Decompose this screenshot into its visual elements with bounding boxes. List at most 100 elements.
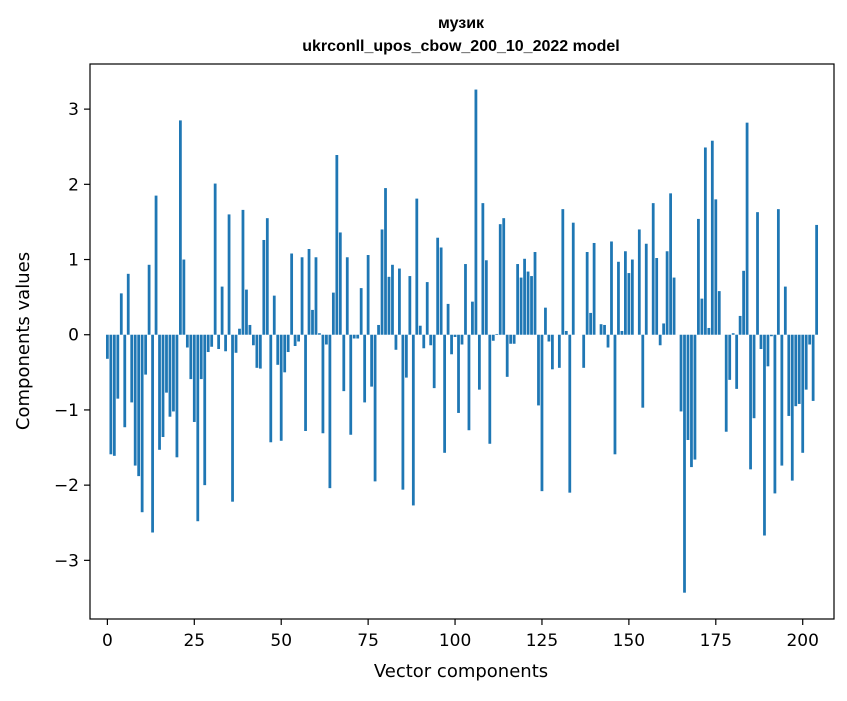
bar-component-110 <box>488 335 491 444</box>
bar-component-180 <box>732 333 735 335</box>
bar-component-55 <box>297 335 300 342</box>
bar-component-134 <box>572 223 575 335</box>
bar-component-10 <box>141 335 144 512</box>
bar-component-163 <box>673 278 676 335</box>
y-axis-label: Components values <box>13 252 34 430</box>
bar-component-104 <box>468 335 471 431</box>
bar-component-65 <box>332 293 335 335</box>
bar-component-79 <box>381 229 384 334</box>
bar-component-5 <box>123 335 126 428</box>
bar-component-82 <box>391 265 394 335</box>
bar-component-154 <box>641 335 644 408</box>
bar-component-68 <box>342 335 345 391</box>
bar-component-37 <box>235 335 238 353</box>
bar-component-172 <box>704 147 707 334</box>
bar-component-137 <box>582 335 585 368</box>
bar-component-71 <box>353 335 356 339</box>
bar-component-187 <box>756 212 759 335</box>
bar-component-43 <box>255 335 258 368</box>
bar-component-28 <box>203 335 206 485</box>
bar-component-201 <box>805 335 808 390</box>
bar-component-115 <box>506 335 509 377</box>
bar-component-95 <box>436 238 439 335</box>
bar-component-166 <box>683 335 686 593</box>
bar-component-7 <box>130 335 133 403</box>
bar-component-42 <box>252 335 255 346</box>
bar-component-3 <box>116 335 119 399</box>
bar-component-204 <box>815 225 818 335</box>
bar-component-91 <box>422 335 425 349</box>
bar-component-2 <box>113 335 116 456</box>
bar-component-32 <box>217 335 220 349</box>
bar-component-50 <box>280 335 283 441</box>
bar-component-89 <box>415 199 418 335</box>
bar-component-106 <box>475 90 478 335</box>
bar-component-35 <box>228 214 231 334</box>
bar-component-128 <box>551 335 554 370</box>
bar-component-0 <box>106 335 109 359</box>
bar-component-184 <box>746 123 749 335</box>
bar-component-168 <box>690 335 693 467</box>
bar-component-24 <box>189 335 192 379</box>
bar-component-150 <box>627 273 630 335</box>
bar-component-99 <box>450 335 453 355</box>
bar-component-118 <box>516 264 519 335</box>
bar-component-36 <box>231 335 234 502</box>
bar-component-94 <box>433 335 436 388</box>
bar-component-169 <box>694 335 697 460</box>
y-tick-label: 2 <box>68 175 79 195</box>
bar-component-200 <box>801 335 804 453</box>
bar-component-124 <box>537 335 540 406</box>
bar-component-101 <box>457 335 460 413</box>
bar-component-146 <box>614 335 617 455</box>
bar-component-198 <box>794 335 797 406</box>
bar-component-33 <box>221 287 224 335</box>
bar-component-8 <box>134 335 137 466</box>
bar-component-161 <box>666 251 669 334</box>
bar-component-31 <box>214 184 217 335</box>
bar-component-102 <box>461 335 464 345</box>
bar-component-126 <box>544 308 547 335</box>
bar-component-182 <box>739 316 742 335</box>
bar-component-131 <box>561 209 564 335</box>
chart-subtitle: ukrconll_upos_cbow_200_10_2022 model <box>302 38 619 55</box>
bar-component-61 <box>318 333 321 335</box>
bar-component-120 <box>523 259 526 335</box>
bar-component-195 <box>784 287 787 335</box>
bar-component-88 <box>412 335 415 506</box>
bar-component-145 <box>610 241 613 334</box>
bar-component-41 <box>249 325 252 335</box>
bar-component-188 <box>760 335 763 349</box>
bar-component-12 <box>148 265 151 335</box>
y-tick-label: 1 <box>68 251 79 271</box>
bar-component-19 <box>172 335 175 412</box>
bar-component-133 <box>568 335 571 493</box>
bar-component-72 <box>356 335 359 339</box>
bar-component-30 <box>210 335 213 347</box>
bar-component-123 <box>534 252 537 335</box>
bar-component-175 <box>714 199 717 334</box>
bar-component-139 <box>589 313 592 335</box>
bar-component-132 <box>565 331 568 335</box>
bar-component-62 <box>322 335 325 434</box>
bar-component-16 <box>162 335 165 437</box>
bar-component-122 <box>530 276 533 335</box>
bar-component-142 <box>600 324 603 335</box>
x-tick-label: 0 <box>102 631 113 651</box>
bar-component-66 <box>335 155 338 335</box>
bar-component-25 <box>193 335 196 422</box>
bar-component-51 <box>283 335 286 373</box>
bar-component-98 <box>447 304 450 335</box>
bar-component-170 <box>697 219 700 335</box>
bar-component-20 <box>176 335 179 458</box>
x-tick-label: 175 <box>700 631 732 651</box>
bar-component-6 <box>127 274 130 335</box>
bar-component-59 <box>311 310 314 335</box>
bar-component-202 <box>808 335 811 345</box>
bar-component-119 <box>520 278 523 335</box>
y-tick-label: −1 <box>54 401 79 421</box>
bar-component-39 <box>242 210 245 335</box>
bar-component-196 <box>787 335 790 416</box>
bar-component-125 <box>541 335 544 491</box>
bar-component-107 <box>478 335 481 390</box>
